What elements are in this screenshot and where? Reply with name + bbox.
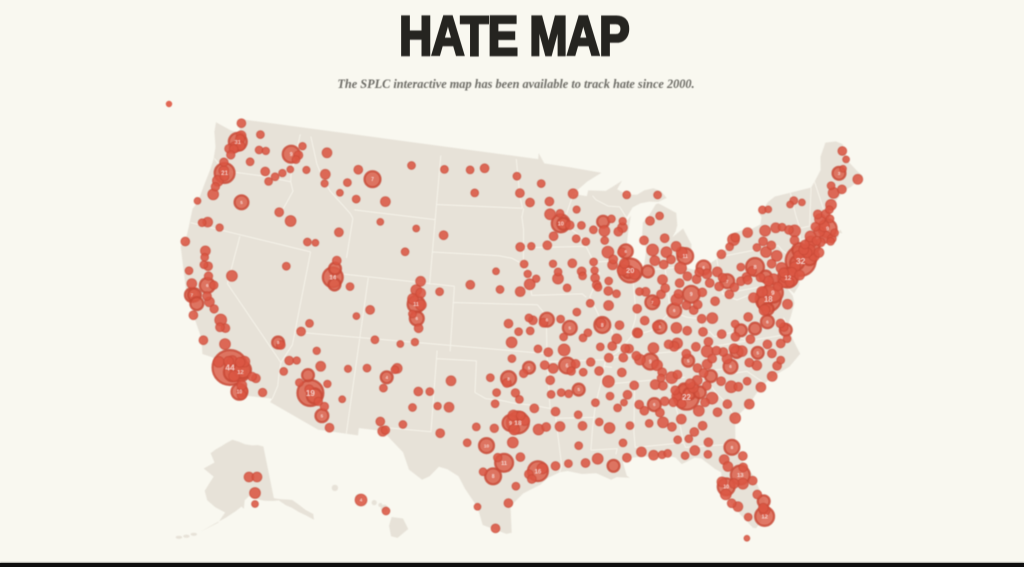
svg-text:8: 8	[753, 265, 756, 271]
svg-text:11: 11	[413, 302, 419, 308]
svg-text:18: 18	[514, 420, 522, 427]
svg-text:10: 10	[723, 485, 729, 491]
svg-text:9: 9	[771, 290, 775, 297]
svg-text:5: 5	[756, 350, 759, 355]
svg-text:5: 5	[240, 200, 243, 205]
svg-text:5: 5	[577, 387, 580, 392]
svg-text:10: 10	[558, 221, 564, 227]
svg-text:5: 5	[321, 413, 324, 418]
svg-text:9: 9	[509, 421, 512, 427]
svg-text:8: 8	[731, 445, 734, 450]
svg-text:9: 9	[690, 292, 693, 298]
svg-text:9: 9	[649, 359, 652, 365]
svg-text:20: 20	[626, 266, 634, 275]
svg-text:7: 7	[651, 300, 654, 305]
svg-text:19: 19	[306, 389, 316, 398]
svg-text:11: 11	[501, 461, 507, 467]
svg-text:5: 5	[528, 365, 531, 370]
svg-text:6: 6	[729, 364, 732, 369]
svg-text:6: 6	[702, 265, 705, 270]
svg-text:7: 7	[726, 279, 729, 284]
svg-text:22: 22	[682, 393, 691, 402]
svg-text:12: 12	[237, 370, 244, 376]
svg-text:5: 5	[659, 325, 662, 330]
svg-text:11: 11	[683, 254, 689, 260]
svg-text:9: 9	[290, 152, 293, 158]
svg-text:12: 12	[761, 515, 768, 521]
svg-text:6: 6	[566, 363, 569, 369]
svg-text:10: 10	[484, 443, 490, 448]
svg-text:6: 6	[546, 317, 549, 322]
svg-text:14: 14	[329, 275, 336, 282]
svg-text:5: 5	[569, 325, 572, 330]
svg-text:6: 6	[416, 316, 419, 321]
svg-text:13: 13	[737, 473, 744, 479]
svg-text:12: 12	[784, 275, 791, 282]
svg-text:4: 4	[360, 498, 363, 503]
svg-text:8: 8	[277, 340, 280, 345]
svg-text:6: 6	[673, 308, 676, 313]
svg-text:6: 6	[206, 283, 209, 288]
svg-text:7: 7	[371, 177, 374, 183]
svg-text:4: 4	[385, 375, 388, 380]
svg-text:32: 32	[796, 256, 806, 266]
svg-text:8: 8	[492, 474, 495, 480]
svg-text:8: 8	[601, 323, 604, 329]
svg-text:21: 21	[221, 170, 228, 177]
svg-text:16: 16	[534, 468, 541, 475]
svg-text:8: 8	[507, 376, 510, 381]
svg-text:6: 6	[766, 319, 769, 324]
svg-text:31: 31	[235, 140, 241, 146]
svg-text:9: 9	[826, 226, 829, 232]
svg-text:6: 6	[625, 249, 628, 254]
svg-text:7: 7	[191, 293, 194, 298]
svg-text:3: 3	[838, 171, 841, 176]
svg-text:5: 5	[687, 358, 690, 363]
svg-text:18: 18	[764, 295, 773, 304]
svg-text:6: 6	[653, 402, 656, 407]
svg-text:10: 10	[237, 390, 243, 396]
svg-text:44: 44	[225, 363, 235, 373]
